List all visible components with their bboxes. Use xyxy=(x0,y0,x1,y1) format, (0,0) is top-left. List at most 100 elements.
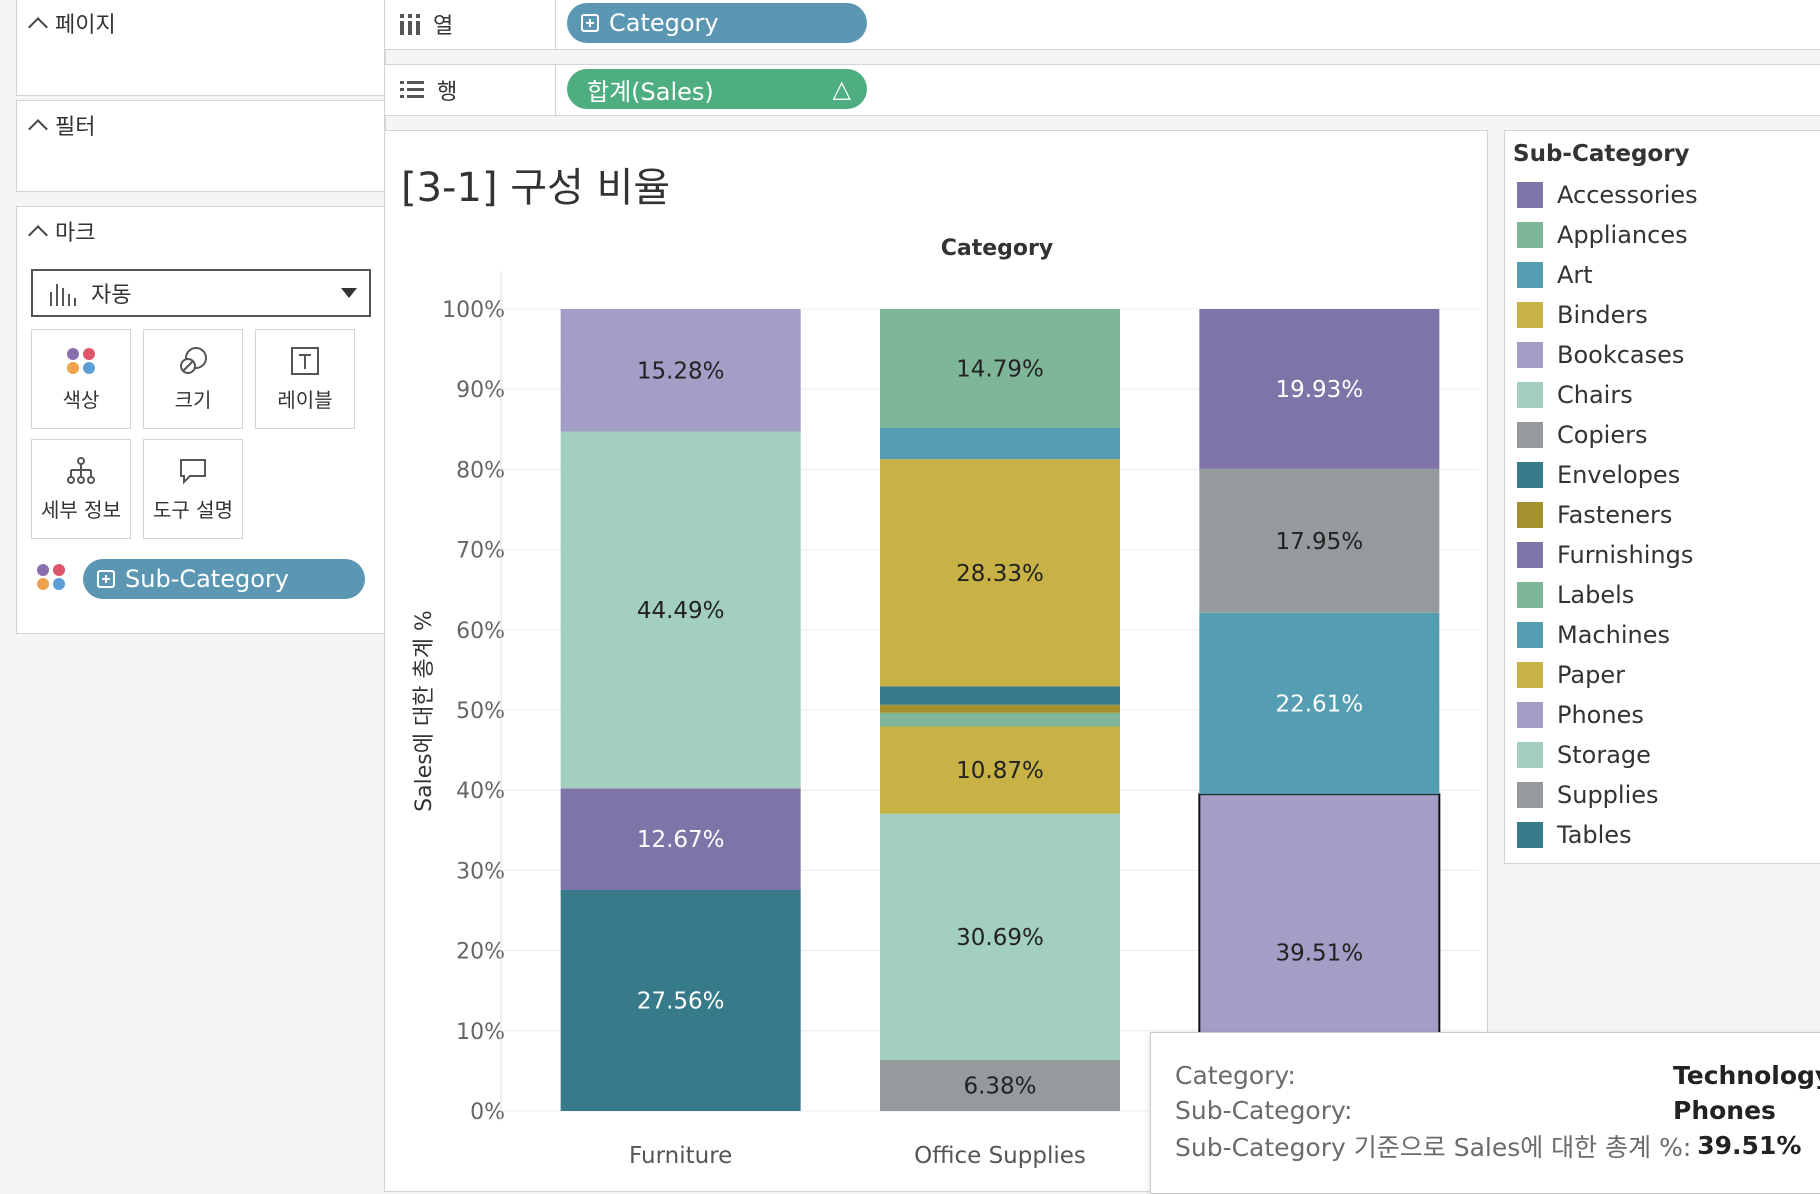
legend-label: Chairs xyxy=(1557,381,1633,409)
expand-icon[interactable] xyxy=(97,570,115,588)
legend-swatch xyxy=(1517,742,1543,768)
bar-segment-storage[interactable] xyxy=(880,813,1120,1060)
columns-icon xyxy=(400,14,420,35)
legend-item-supplies[interactable]: Supplies xyxy=(1517,775,1698,815)
delta-icon: △ xyxy=(832,75,851,103)
legend-swatch xyxy=(1517,302,1543,328)
bar-segment-machines[interactable] xyxy=(1199,612,1440,795)
bar-segment-labels[interactable] xyxy=(880,712,1120,727)
bar-segment-appliances[interactable] xyxy=(880,309,1120,428)
legend-label: Machines xyxy=(1557,621,1670,649)
pages-header[interactable]: 페이지 xyxy=(28,7,116,39)
sum-sales-pill[interactable]: 합계(Sales) △ xyxy=(567,69,867,109)
tooltip-label: Category: xyxy=(1175,1061,1296,1090)
tooltip-content: Category: Technology Sub-Category: Phones … xyxy=(1175,1058,1820,1163)
bar-segment-fasteners[interactable] xyxy=(880,704,1120,713)
y-tick-label: 100% xyxy=(442,298,505,323)
legend-item-paper[interactable]: Paper xyxy=(1517,655,1698,695)
legend-item-fasteners[interactable]: Fasteners xyxy=(1517,495,1698,535)
legend-label: Bookcases xyxy=(1557,341,1685,369)
bar-segment-accessories[interactable] xyxy=(1199,309,1440,469)
tooltip-value: 39.51% xyxy=(1697,1131,1802,1160)
shelf-divider xyxy=(555,0,556,49)
filters-header[interactable]: 필터 xyxy=(28,109,95,141)
color-button[interactable]: 색상 xyxy=(31,329,131,429)
bar-segment-bookcases[interactable] xyxy=(560,309,801,432)
collapse-icon[interactable] xyxy=(28,17,48,37)
legend-item-accessories[interactable]: Accessories xyxy=(1517,175,1698,215)
rows-icon xyxy=(400,81,424,98)
bar-segment-tables[interactable] xyxy=(560,889,801,1111)
legend-title: Sub-Category xyxy=(1513,141,1690,167)
legend-label: Storage xyxy=(1557,741,1651,769)
marks-card: 마크 자동 색상 크기 레이블 세부 정보 도구 설명 Sub-Category xyxy=(16,206,386,634)
collapse-icon[interactable] xyxy=(28,225,48,245)
legend-item-labels[interactable]: Labels xyxy=(1517,575,1698,615)
color-label: 색상 xyxy=(62,387,100,412)
legend-item-tables[interactable]: Tables xyxy=(1517,815,1698,855)
bar-segment-copiers[interactable] xyxy=(1199,468,1440,613)
bar-segment-paper[interactable] xyxy=(880,726,1120,814)
legend-swatch xyxy=(1517,702,1543,728)
tooltip-row-percent: Sub-Category 기준으로 Sales에 대한 총계 %: 39.51% xyxy=(1175,1128,1820,1163)
tooltip-label: Sub-Category: xyxy=(1175,1096,1353,1125)
label-button[interactable]: 레이블 xyxy=(255,329,355,429)
legend-item-envelopes[interactable]: Envelopes xyxy=(1517,455,1698,495)
tooltip-label: 도구 설명 xyxy=(153,497,233,522)
marks-header[interactable]: 마크 xyxy=(28,215,95,247)
bar-segment-envelopes[interactable] xyxy=(880,686,1120,705)
legend-label: Binders xyxy=(1557,301,1648,329)
sub-category-color-pill[interactable]: Sub-Category xyxy=(83,559,365,599)
size-icon xyxy=(180,346,207,374)
legend-item-machines[interactable]: Machines xyxy=(1517,615,1698,655)
legend-label: Phones xyxy=(1557,701,1644,729)
expand-icon[interactable] xyxy=(581,14,599,32)
sheet-title: [3-1] 구성 비율 xyxy=(401,165,671,211)
bar-segment-furnishings[interactable] xyxy=(560,788,801,890)
legend-swatch xyxy=(1517,342,1543,368)
legend-item-copiers[interactable]: Copiers xyxy=(1517,415,1698,455)
legend-swatch xyxy=(1517,822,1543,848)
collapse-icon[interactable] xyxy=(28,119,48,139)
detail-button[interactable]: 세부 정보 xyxy=(31,439,131,539)
y-tick-label: 20% xyxy=(456,940,505,965)
legend-item-chairs[interactable]: Chairs xyxy=(1517,375,1698,415)
tooltip-box: Category: Technology Sub-Category: Phones … xyxy=(1150,1032,1820,1194)
legend-label: Supplies xyxy=(1557,781,1659,809)
label-label: 레이블 xyxy=(277,387,333,412)
legend-item-binders[interactable]: Binders xyxy=(1517,295,1698,335)
legend-item-art[interactable]: Art xyxy=(1517,255,1698,295)
tooltip-value: Technology xyxy=(1673,1061,1820,1090)
bar-segment-binders[interactable] xyxy=(880,459,1120,687)
legend-item-phones[interactable]: Phones xyxy=(1517,695,1698,735)
pages-card: 페이지 xyxy=(16,0,386,96)
legend-item-furnishings[interactable]: Furnishings xyxy=(1517,535,1698,575)
color-dots-icon xyxy=(37,564,65,590)
legend-item-storage[interactable]: Storage xyxy=(1517,735,1698,775)
y-tick-label: 50% xyxy=(456,699,505,724)
legend-item-appliances[interactable]: Appliances xyxy=(1517,215,1698,255)
legend-swatch xyxy=(1517,222,1543,248)
y-tick-label: 0% xyxy=(470,1100,505,1125)
bar-segment-chairs[interactable] xyxy=(560,431,801,789)
mark-type-label: 자동 xyxy=(91,283,132,308)
hierarchy-icon xyxy=(67,456,95,484)
stacked-bar-chart: Category 0% 10% 20% 30% 40% 50% 60% 70% 80% 90% 100… xyxy=(412,236,1479,1169)
y-tick-label: 40% xyxy=(456,779,505,804)
chevron-down-icon xyxy=(341,288,357,298)
tooltip-button[interactable]: 도구 설명 xyxy=(143,439,243,539)
legend-list: Accessories Appliances Art Binders Bookcases… xyxy=(1517,175,1698,855)
legend-label: Envelopes xyxy=(1557,461,1681,489)
legend-swatch xyxy=(1517,422,1543,448)
mark-type-dropdown[interactable]: 자동 xyxy=(31,269,371,317)
category-pill[interactable]: Category xyxy=(567,3,867,43)
bar-segment-supplies[interactable] xyxy=(880,1059,1120,1111)
legend-swatch xyxy=(1517,662,1543,688)
bar-segment-art[interactable] xyxy=(880,427,1120,460)
data-label: 6.38% xyxy=(963,1073,1036,1099)
x-category-label: Furniture xyxy=(629,1143,732,1169)
size-button[interactable]: 크기 xyxy=(143,329,243,429)
y-axis-title: Sales에 대한 총계 % xyxy=(412,610,437,812)
rows-shelf-label: 행 xyxy=(399,65,539,115)
legend-item-bookcases[interactable]: Bookcases xyxy=(1517,335,1698,375)
